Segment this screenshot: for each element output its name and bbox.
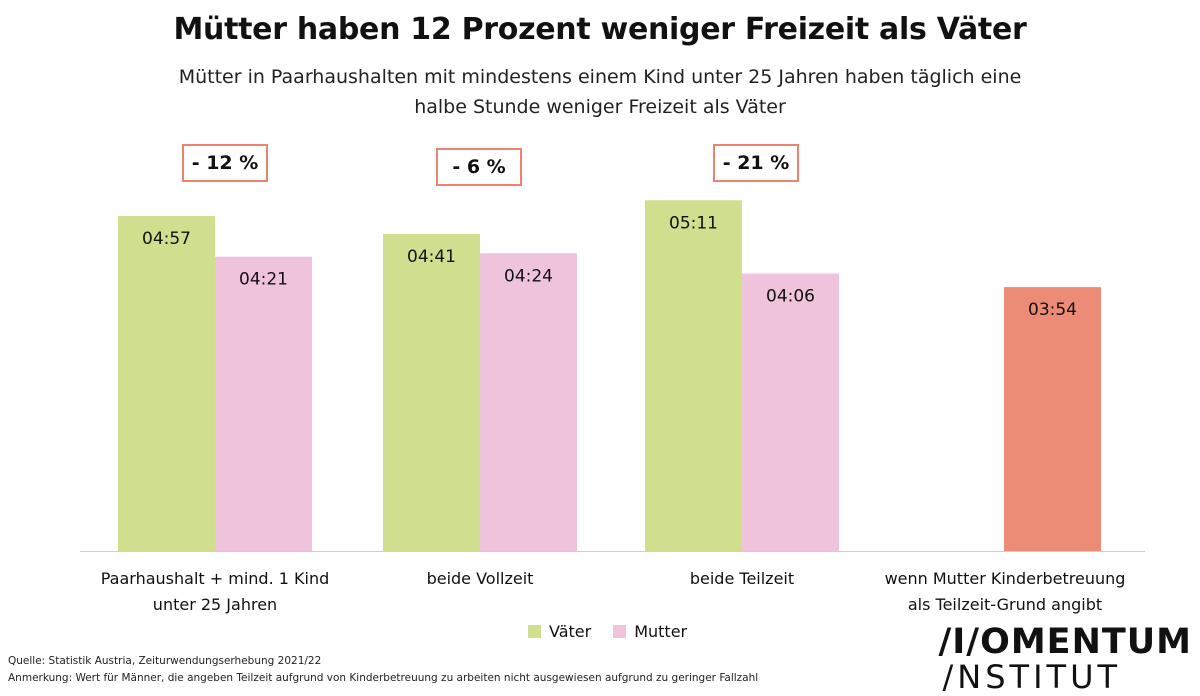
logo-line-2: /NSTITUT xyxy=(942,658,1122,696)
bar-mutter-0 xyxy=(215,256,312,551)
bar-mutter-2 xyxy=(742,273,839,551)
data-label-mutter-2: 04:06 xyxy=(766,287,815,307)
bar-vaeter-0 xyxy=(118,216,215,552)
logo-line-1: /I/OMENTUM xyxy=(938,622,1192,662)
category-label-0: Paarhaushalt + mind. 1 Kind unter 25 Jahr… xyxy=(85,566,345,618)
legend-label-mutter: Mutter xyxy=(634,622,688,641)
category-label-1-line-0: beide Vollzeit xyxy=(426,569,534,588)
subtitle-line-1: Mütter in Paarhaushalten mit mindestens … xyxy=(178,66,1022,88)
momentum-institut-logo: /I/OMENTUM /NSTITUT xyxy=(939,624,1193,694)
data-label-vaeter-1: 04:41 xyxy=(407,247,456,267)
legend: Väter Mutter xyxy=(528,622,687,641)
data-label-vaeter-0: 04:57 xyxy=(142,229,191,249)
subtitle-line-2: halbe Stunde weniger Freizeit als Väter xyxy=(414,96,786,118)
data-label-mutter-0: 04:21 xyxy=(239,270,288,290)
category-label-2-line-0: beide Teilzeit xyxy=(689,569,795,588)
category-label-0-line-0: Paarhaushalt + mind. 1 Kind xyxy=(100,569,330,588)
bar-mutter-3 xyxy=(1004,287,1101,551)
bar-mutter-1 xyxy=(480,253,577,551)
data-label-mutter-1: 04:24 xyxy=(504,266,553,286)
source-note: Quelle: Statistik Austria, Zeiturwendung… xyxy=(8,655,322,667)
category-label-3: wenn Mutter Kinderbetreuung als Teilzeit-… xyxy=(875,566,1135,618)
chart-subtitle: Mütter in Paarhaushalten mit mindestens … xyxy=(100,62,1100,122)
legend-label-vaeter: Väter xyxy=(549,622,592,641)
bar-vaeter-1 xyxy=(383,234,480,551)
difference-box-vollzeit: - 6 % xyxy=(436,148,522,186)
annotation-note: Anmerkung: Wert für Männer, die angeben … xyxy=(8,672,759,684)
legend-item-mutter: Mutter xyxy=(613,622,687,641)
category-label-0-line-1: unter 25 Jahren xyxy=(152,595,278,614)
category-label-2: beide Teilzeit xyxy=(612,566,872,592)
legend-item-vaeter: Väter xyxy=(528,622,591,641)
category-label-1: beide Vollzeit xyxy=(350,566,610,592)
bar-vaeter-2 xyxy=(645,200,742,551)
data-label-vaeter-2: 05:11 xyxy=(669,213,718,233)
chart-title: Mütter haben 12 Prozent weniger Freizeit… xyxy=(173,12,1027,47)
difference-box-paarhaushalt: - 12 % xyxy=(182,144,268,182)
difference-box-teilzeit: - 21 % xyxy=(713,144,799,182)
category-label-3-line-0: wenn Mutter Kinderbetreuung xyxy=(884,569,1126,588)
data-label-mutter-3: 03:54 xyxy=(1028,300,1077,320)
category-label-3-line-1: als Teilzeit-Grund angibt xyxy=(907,595,1103,614)
legend-swatch-mutter xyxy=(613,625,627,638)
legend-swatch-vaeter xyxy=(528,625,541,638)
